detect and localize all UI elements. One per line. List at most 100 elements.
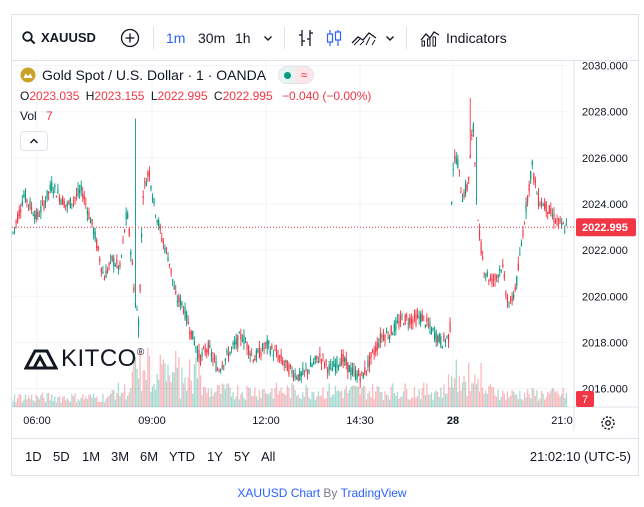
candle-body: [246, 342, 248, 350]
volume-bar: [418, 389, 420, 407]
range-ytd[interactable]: YTD: [169, 449, 195, 464]
collapse-legend-button[interactable]: [20, 131, 48, 151]
candle-body: [271, 345, 273, 350]
volume-bar: [229, 387, 231, 407]
volume-bar: [509, 395, 512, 407]
volume-bar: [285, 395, 287, 407]
candles-button[interactable]: [325, 15, 343, 60]
volume-bar: [339, 391, 341, 407]
volume-bar: [443, 384, 445, 407]
compare-button[interactable]: [120, 15, 140, 60]
volume-bar: [291, 383, 293, 407]
volume-bar: [370, 397, 372, 407]
volume-bar: [283, 393, 285, 407]
volume-bar: [120, 392, 123, 407]
candle-body: [384, 334, 386, 341]
market-status-badge[interactable]: ≈: [278, 66, 315, 84]
price-chart[interactable]: 2030.000 2028.000 2026.000 2024.000 2022.000…: [12, 61, 638, 431]
candle-body: [114, 265, 116, 267]
volume-bar: [385, 394, 388, 407]
volume-bar: [303, 396, 306, 407]
volume-bar: [327, 391, 329, 407]
range-1y[interactable]: 1Y: [207, 449, 223, 464]
volume-bar: [133, 353, 135, 407]
candle-body: [136, 309, 138, 311]
range-3m[interactable]: 3M: [111, 449, 130, 464]
last-price-tag: [576, 218, 636, 237]
volume-bar: [482, 387, 484, 407]
volume-bar: [43, 397, 45, 407]
interval-30m[interactable]: 30m: [198, 15, 225, 60]
range-6m[interactable]: 6M: [140, 449, 159, 464]
candle-body: [328, 364, 330, 370]
high-label: H: [85, 89, 95, 103]
range-5d[interactable]: 5D: [53, 449, 70, 464]
range-5y[interactable]: 5Y: [234, 449, 250, 464]
volume-bar: [362, 385, 364, 407]
candle-body: [100, 267, 102, 272]
area-style-button[interactable]: [351, 15, 377, 60]
candle-body: [492, 279, 495, 281]
volume-bar: [141, 390, 143, 407]
interval-1h[interactable]: 1h: [235, 15, 251, 60]
volume-bar: [358, 386, 360, 407]
candle-body: [351, 367, 354, 375]
candle-body: [475, 199, 478, 201]
volume-bar: [530, 398, 532, 407]
candle-body: [193, 340, 195, 346]
volume-bar: [333, 394, 335, 407]
candle-body: [550, 207, 552, 215]
candle-body: [148, 170, 150, 177]
volume-bar: [423, 382, 425, 407]
chart-type-dropdown[interactable]: [385, 15, 395, 60]
candle-body: [434, 332, 436, 340]
candle-body: [486, 272, 488, 277]
candle-body: [145, 182, 147, 186]
volume-bar: [179, 398, 182, 407]
candle-body: [412, 319, 414, 325]
settings-gear-icon[interactable]: [601, 416, 615, 430]
volume-bar: [523, 392, 526, 407]
candle-body: [449, 321, 451, 332]
volume-bar: [565, 392, 567, 407]
volume-bar: [415, 397, 417, 407]
candle-body: [465, 184, 467, 195]
symbol-search[interactable]: XAUUSD: [22, 15, 96, 60]
candle-body: [393, 323, 395, 333]
candle-body: [457, 159, 459, 169]
volume-bar: [207, 388, 209, 407]
candle-body: [438, 333, 440, 342]
add-circle-icon: [120, 28, 140, 47]
indicators-button[interactable]: Indicators: [420, 15, 507, 60]
candle-body: [72, 200, 75, 201]
candle-body: [252, 359, 254, 362]
volume-bar: [557, 393, 560, 407]
time-tick: 12:00: [252, 415, 280, 427]
candle-body: [268, 341, 270, 345]
range-1d[interactable]: 1D: [25, 449, 42, 464]
range-all[interactable]: All: [261, 449, 276, 464]
candle-body: [263, 347, 265, 349]
volume-bar: [249, 388, 251, 407]
candle-body: [111, 255, 113, 261]
volume-bar: [74, 393, 76, 407]
volume-bar: [105, 398, 107, 407]
candle-body: [44, 200, 47, 204]
candle-body: [367, 360, 369, 368]
bar-style-button[interactable]: [297, 15, 315, 60]
volume-bar: [410, 397, 412, 407]
range-1m[interactable]: 1M: [82, 449, 101, 464]
candle-body: [403, 324, 405, 326]
symbol-chart-link[interactable]: XAUUSD Chart: [237, 486, 321, 500]
candle-body: [544, 203, 546, 209]
candle-body: [175, 291, 177, 294]
interval-dropdown[interactable]: [263, 15, 273, 60]
series-legend: Gold Spot / U.S. Dollar · 1 · OANDA ≈: [20, 66, 315, 84]
volume-bar: [413, 386, 416, 407]
interval-1m[interactable]: 1m: [166, 15, 185, 60]
candle-body: [108, 263, 110, 267]
volume-bar: [102, 393, 104, 407]
volume-bar: [402, 391, 405, 407]
tradingview-link[interactable]: TradingView: [340, 486, 407, 500]
clock-timezone[interactable]: 21:02:10 (UTC-5): [529, 449, 631, 464]
